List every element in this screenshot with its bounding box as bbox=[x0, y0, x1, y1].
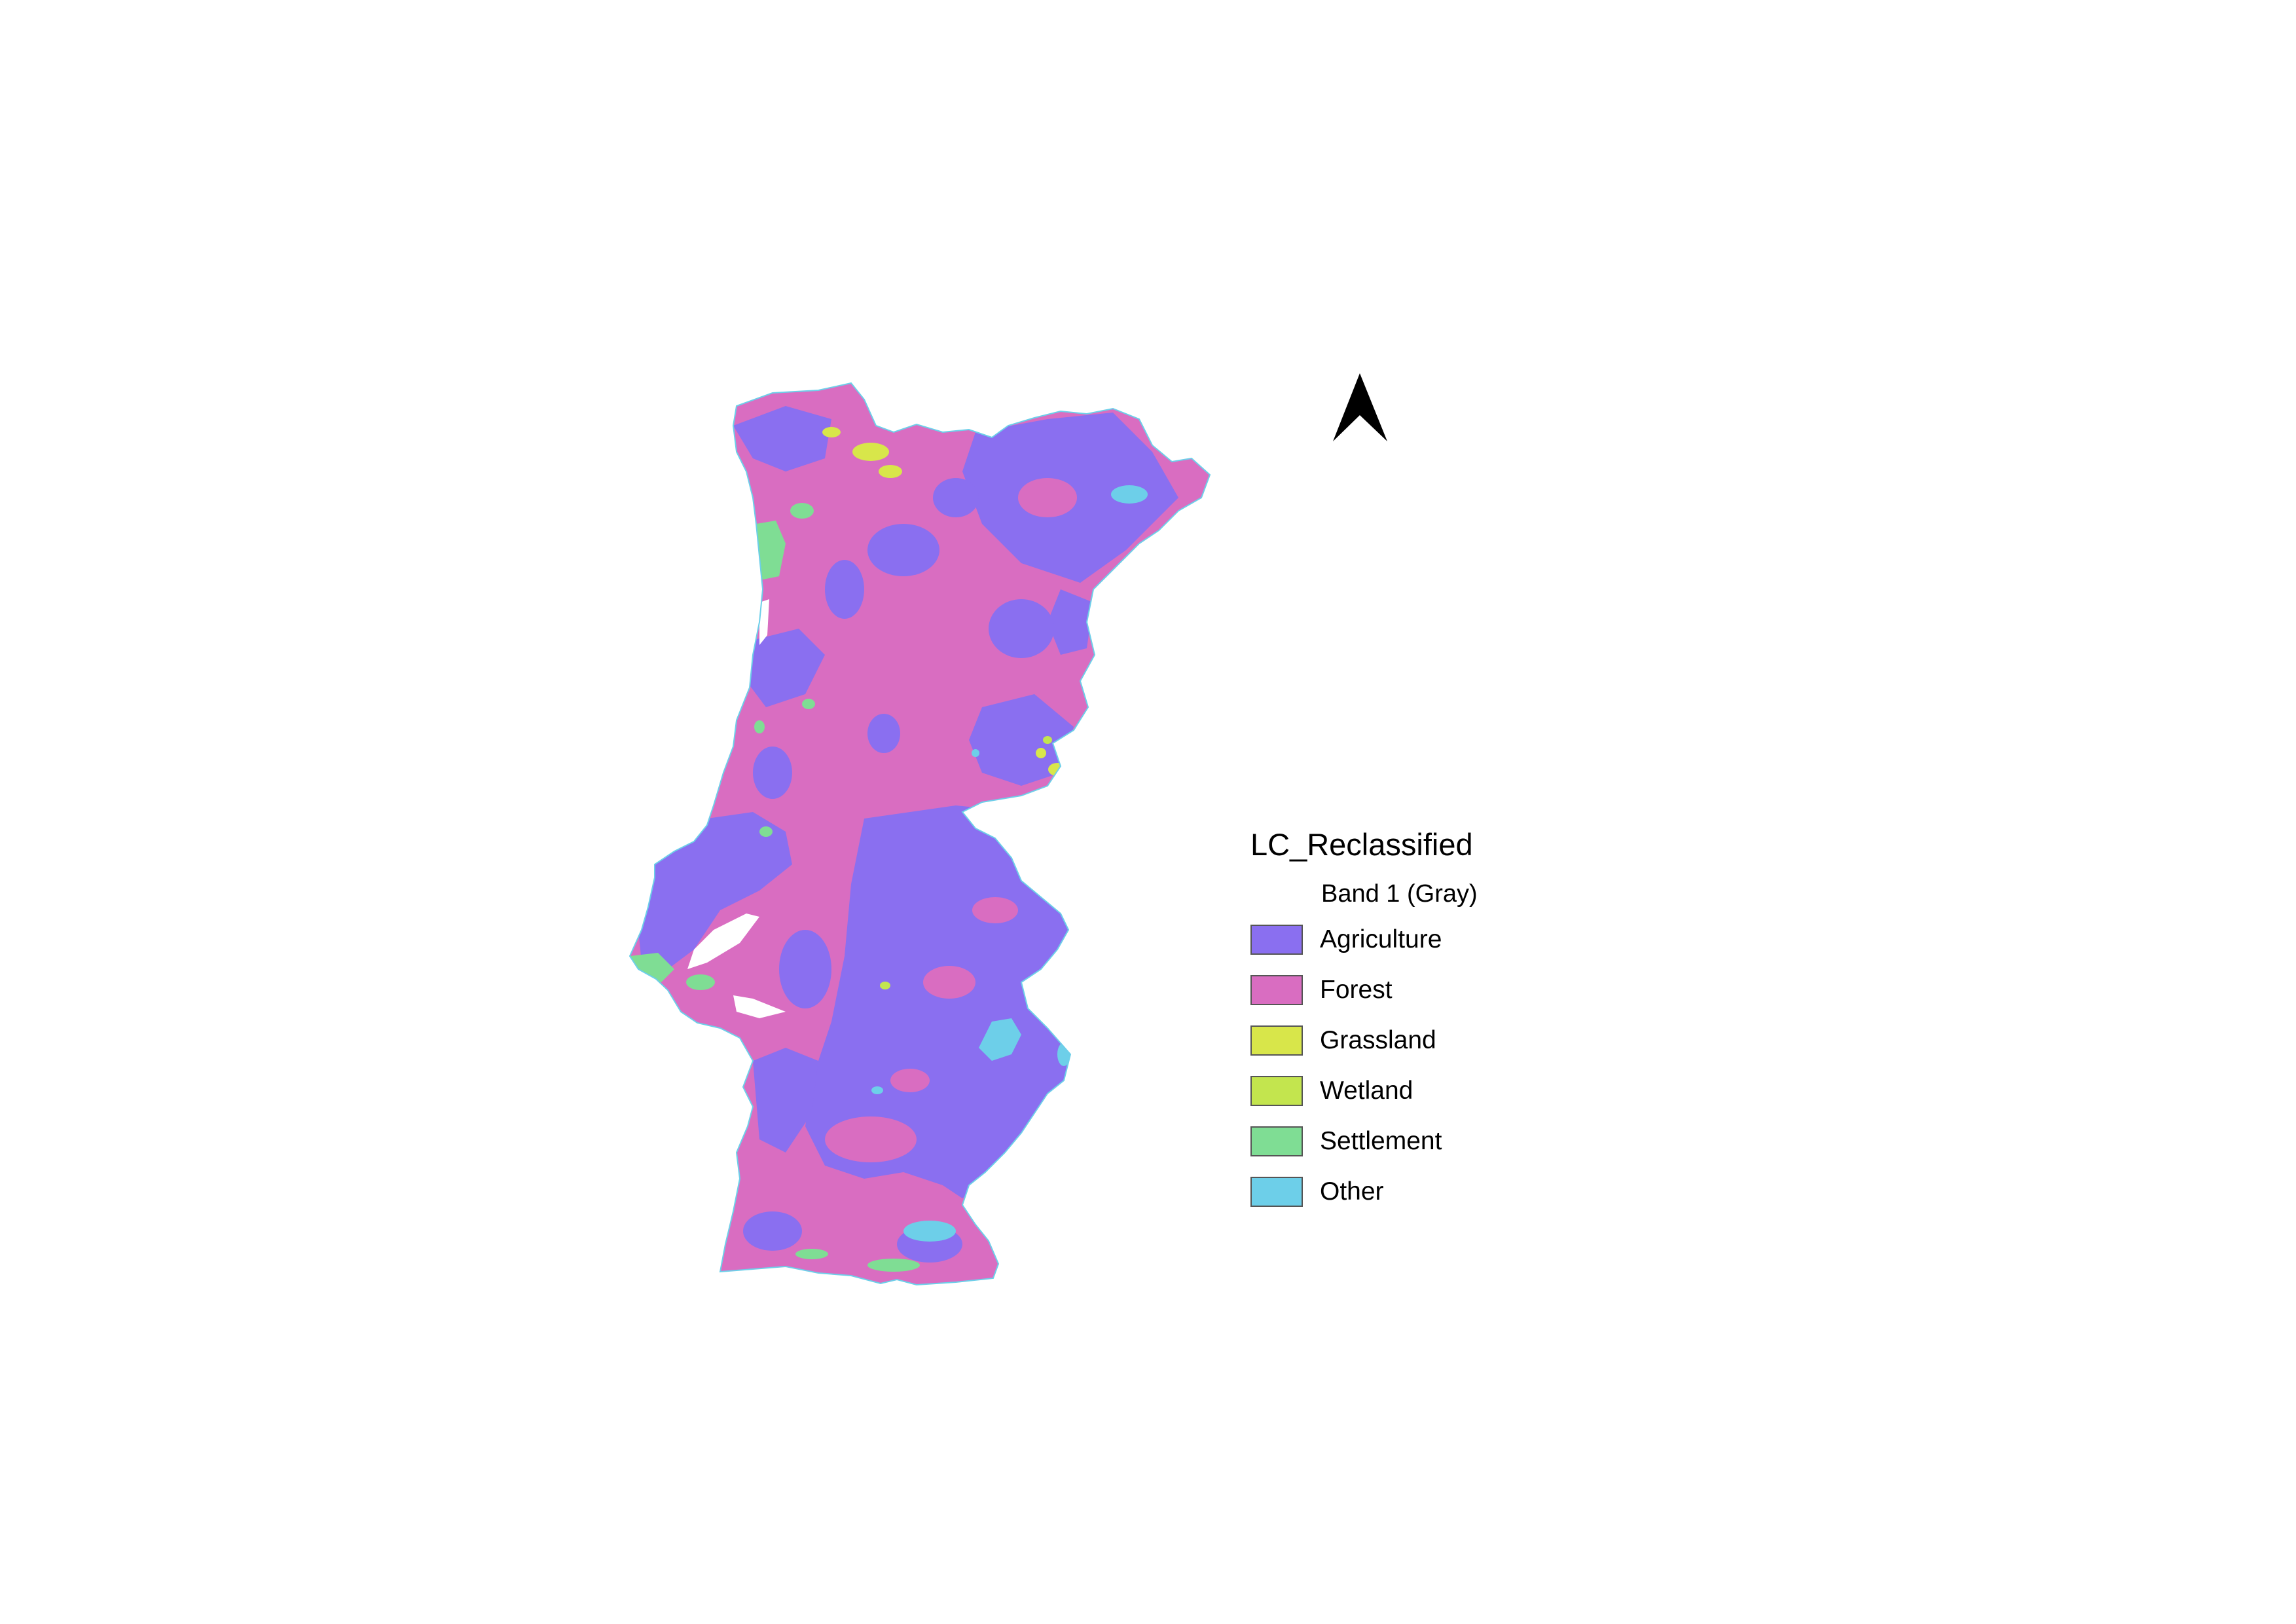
wetland-layer bbox=[880, 736, 1052, 989]
legend-swatch-agriculture bbox=[1250, 925, 1303, 955]
legend-swatch-grassland bbox=[1250, 1025, 1303, 1056]
legend-item-wetland: Wetland bbox=[1250, 1073, 1478, 1109]
agriculture-layer bbox=[638, 406, 1178, 1263]
legend-item-forest: Forest bbox=[1250, 972, 1478, 1008]
legend-band-label: Band 1 (Gray) bbox=[1321, 880, 1478, 908]
legend-swatch-wetland bbox=[1250, 1076, 1303, 1106]
legend-item-settlement: Settlement bbox=[1250, 1124, 1478, 1159]
legend-item-agriculture: Agriculture bbox=[1250, 922, 1478, 957]
legend-swatch-forest bbox=[1250, 975, 1303, 1005]
legend-label-other: Other bbox=[1320, 1177, 1384, 1206]
legend-label-settlement: Settlement bbox=[1320, 1127, 1442, 1155]
legend-swatch-other bbox=[1250, 1177, 1303, 1207]
legend-label-grassland: Grassland bbox=[1320, 1026, 1436, 1054]
legend-swatch-settlement bbox=[1250, 1126, 1303, 1156]
north-arrow-icon bbox=[1333, 373, 1387, 441]
legend-label-forest: Forest bbox=[1320, 976, 1393, 1004]
forest-patches bbox=[825, 478, 1077, 1162]
legend-title: LC_Reclassified bbox=[1250, 827, 1473, 862]
other-layer bbox=[871, 485, 1148, 1242]
legend-item-other: Other bbox=[1250, 1174, 1478, 1209]
legend-label-agriculture: Agriculture bbox=[1320, 925, 1442, 953]
map-legend: LC_Reclassified Band 1 (Gray) Agricultur… bbox=[1250, 822, 1478, 1225]
estuary-cutouts bbox=[687, 599, 786, 1018]
legend-label-wetland: Wetland bbox=[1320, 1077, 1413, 1105]
legend-item-grassland: Grassland bbox=[1250, 1023, 1478, 1058]
